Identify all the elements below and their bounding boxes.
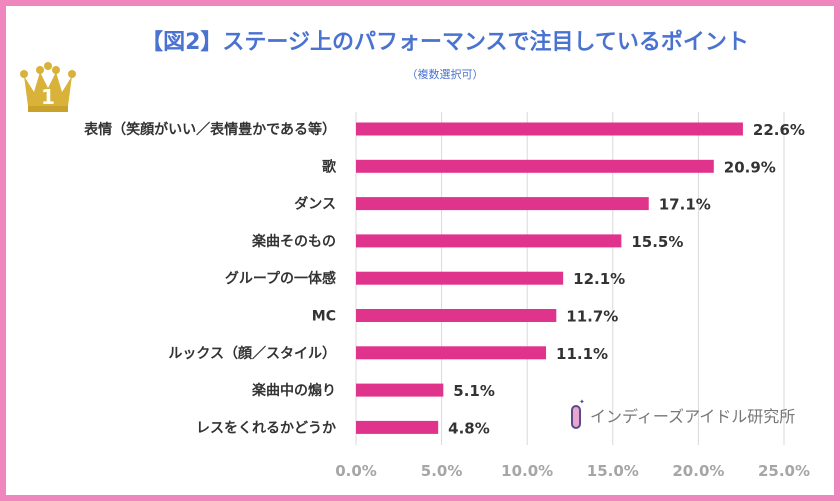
bar — [356, 271, 564, 285]
data-label: 11.1% — [556, 345, 608, 363]
test-tube-icon: ✦ — [571, 398, 584, 429]
bar — [356, 420, 439, 434]
data-label: 22.6% — [753, 121, 805, 139]
credit-text: インディーズアイドル研究所 — [590, 407, 796, 426]
bar — [356, 122, 743, 136]
data-label: 4.8% — [448, 419, 490, 437]
bar — [356, 159, 714, 173]
credit-logo: ✦ インディーズアイドル研究所 — [568, 398, 795, 432]
data-label: 5.1% — [453, 382, 495, 400]
data-label: 11.7% — [566, 308, 618, 326]
bar — [356, 346, 547, 360]
x-tick-label: 5.0% — [421, 462, 463, 480]
bar — [356, 309, 557, 322]
data-label: 20.9% — [724, 158, 776, 176]
data-label: 17.1% — [659, 196, 711, 214]
data-label: 15.5% — [631, 233, 683, 251]
x-tick-label: 0.0% — [335, 462, 377, 480]
category-label: MC — [312, 309, 336, 325]
svg-text:✦: ✦ — [579, 398, 584, 406]
bar — [356, 234, 622, 248]
gold-crown-icon: 1 — [20, 62, 76, 112]
category-label: 楽曲そのもの — [251, 233, 336, 250]
x-tick-label: 10.0% — [501, 462, 553, 480]
chart-title: 【図2】ステージ上のパフォーマンスで注目しているポイント — [141, 30, 749, 55]
rank-number: 1 — [41, 85, 55, 109]
x-tick-label: 25.0% — [758, 462, 810, 480]
category-label: 歌 — [322, 158, 337, 175]
chart-subtitle: （複数選択可） — [406, 68, 484, 81]
category-label: ダンス — [294, 196, 336, 213]
data-label: 12.1% — [573, 270, 625, 288]
x-tick-label: 20.0% — [672, 462, 724, 480]
category-label: レスをくれるかどうか — [196, 420, 336, 436]
category-label: 楽曲中の煽り — [251, 382, 336, 399]
category-label: グループの一体感 — [225, 270, 336, 287]
bar — [356, 383, 444, 397]
category-label: 表情（笑顔がいい／表情豊かである等） — [83, 121, 336, 138]
bar — [356, 197, 649, 211]
category-label: ルックス（顔／スタイル） — [168, 345, 336, 362]
x-tick-label: 15.0% — [587, 462, 639, 480]
